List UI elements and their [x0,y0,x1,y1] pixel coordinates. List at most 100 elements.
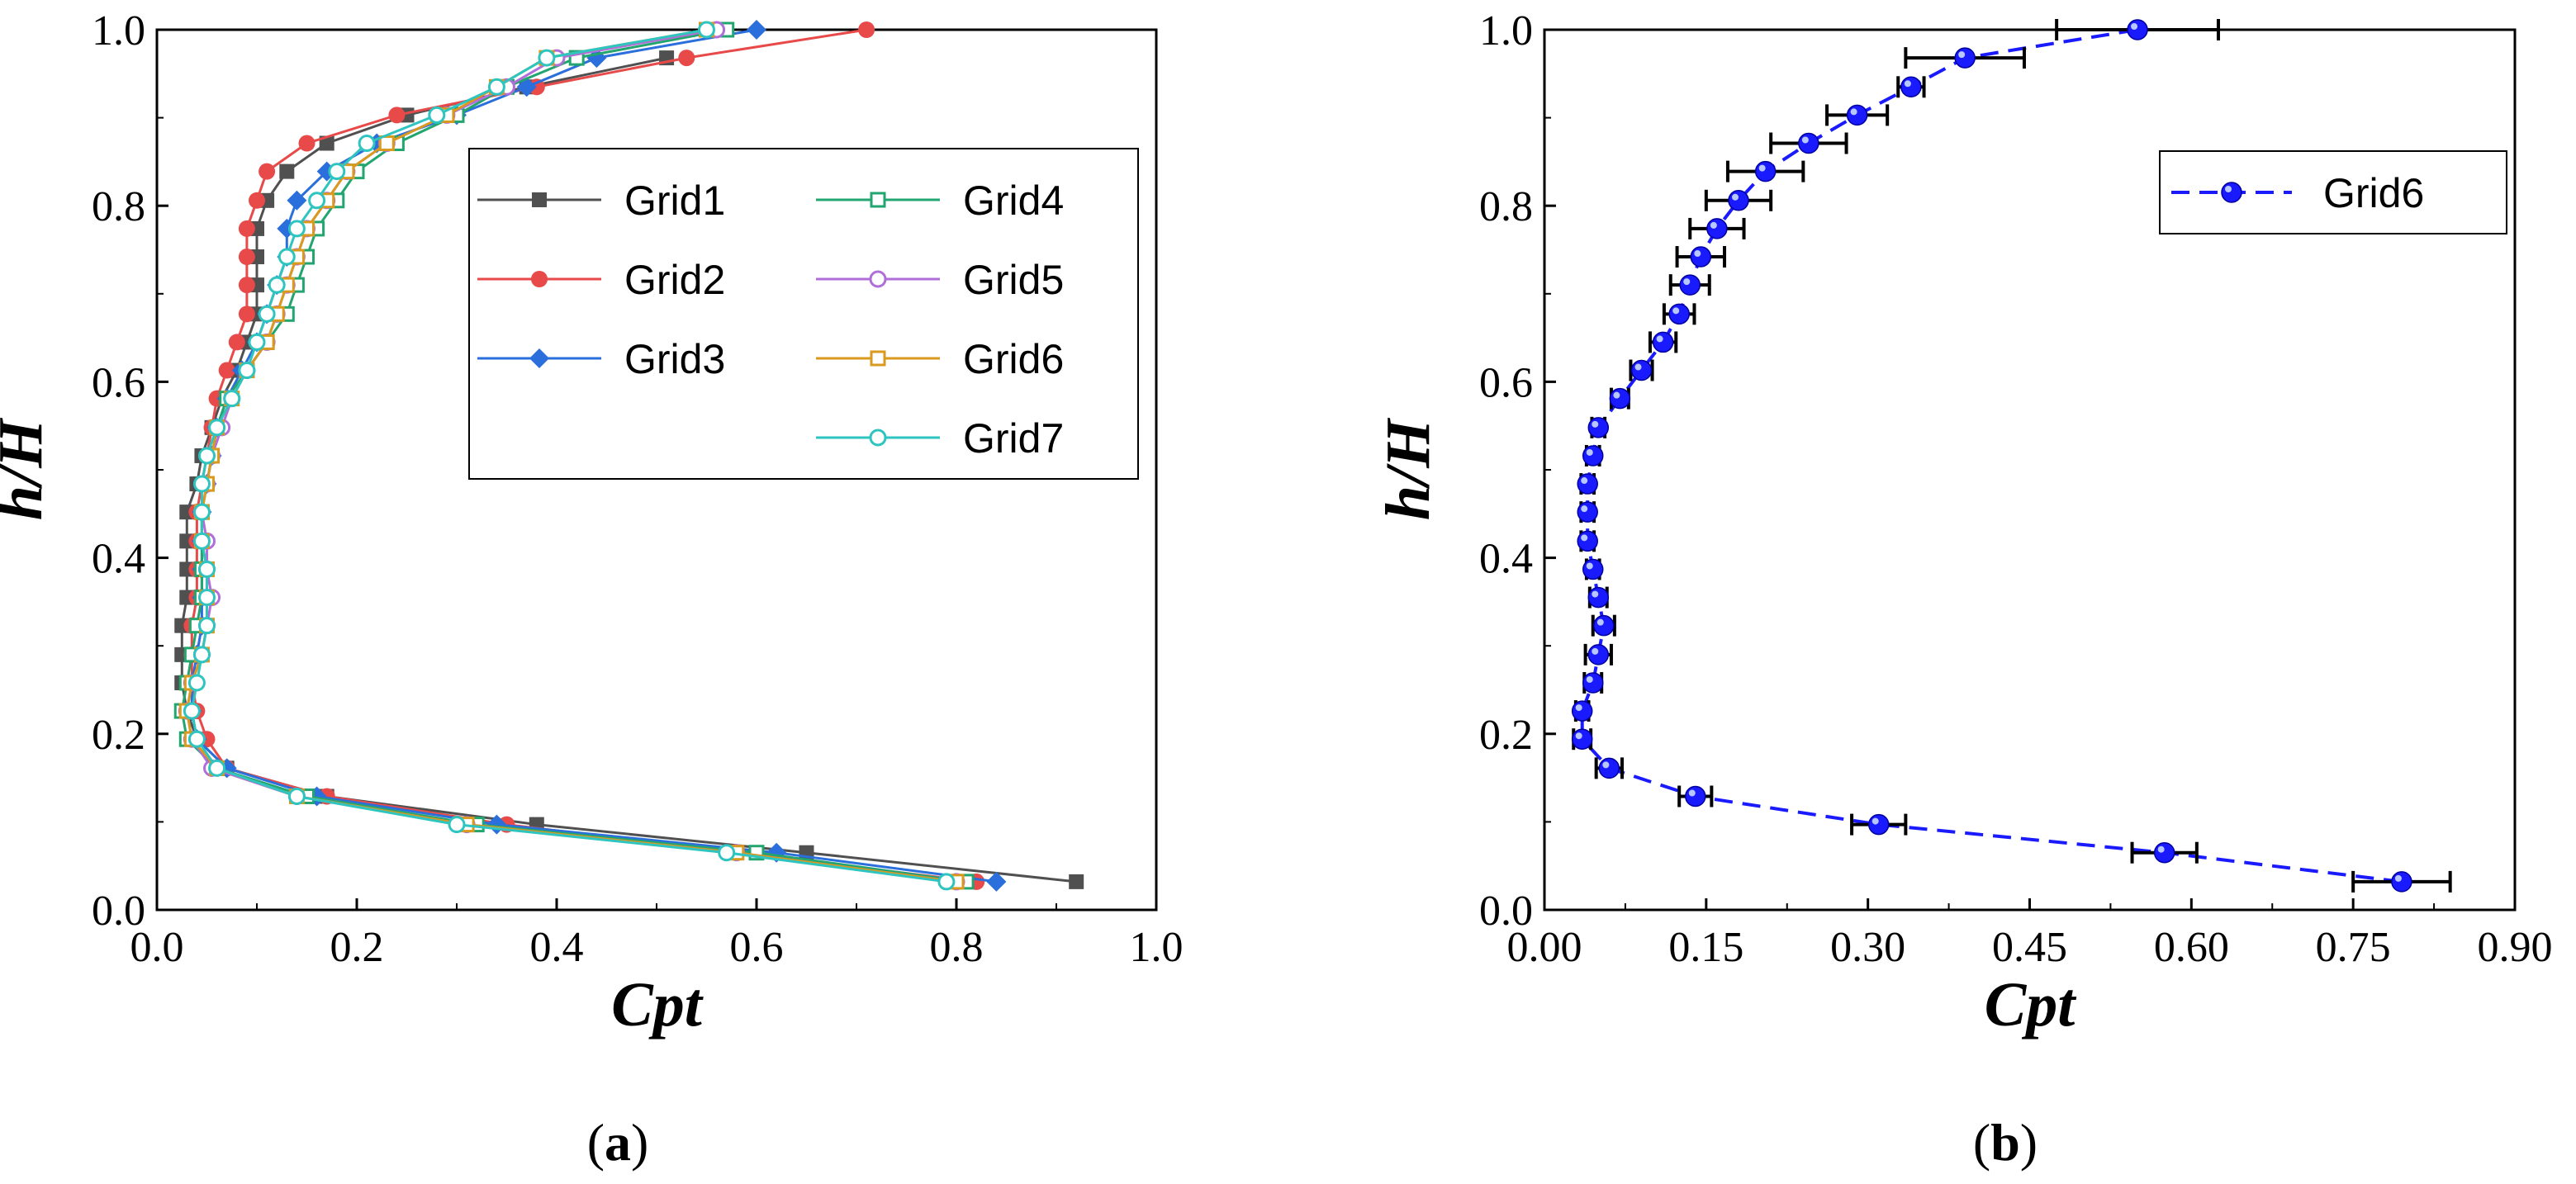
a-point-grid3 [287,190,307,211]
a-point-grid7 [198,560,216,578]
a-point-grid7 [192,532,211,550]
a-point-grid2 [249,192,265,209]
b-point-highlight [1758,164,1766,172]
b-point-body [1609,387,1631,410]
panel-a: 0.0 0.2 0.4 0.6 0.8 1.0 0.0 0.2 0.4 0.6 0.8 1.0 Cpt h… [0,7,1184,1172]
b-xtick-label: 0.90 [2478,924,2553,971]
a-ytick-label: 0.6 [92,359,145,406]
a-point-grid2 [238,249,255,266]
a-point-grid7 [187,674,206,692]
a-point-grid2 [228,334,245,351]
a-xtick-label: 1.0 [1130,924,1184,971]
a-point-grid2 [238,305,255,323]
a-legend-marker [531,271,548,287]
b-point-body [1571,728,1593,750]
a-point-grid2 [298,135,315,152]
a-legend-item-grid7: Grid7 [816,415,1064,462]
b-point-highlight [1592,590,1599,598]
b-point-highlight [1710,221,1717,229]
a-legend-item-grid2: Grid2 [477,257,725,303]
b-point-highlight [1688,789,1696,797]
a-point-grid7 [208,419,226,437]
b-point [1798,132,1819,154]
a-legend-item-grid6: Grid6 [816,336,1064,382]
b-point-body [1900,76,1922,98]
a-legend-label: Grid2 [624,257,725,303]
a-point-grid7 [198,447,216,465]
b-point [1587,417,1610,438]
b-point-highlight [1586,562,1593,570]
b-point-body [2153,841,2175,864]
a-point-grid7 [278,248,296,266]
a-xtick-label: 0.2 [330,924,384,971]
b-xlabel: Cpt [1985,970,2078,1040]
a-point-grid2 [218,362,235,379]
a-xtick-label: 0.0 [130,924,184,971]
b-point-highlight [1683,278,1691,286]
b-point-highlight [1575,704,1582,712]
b-point-body [1954,47,1976,69]
b-point-body [1587,644,1610,665]
a-ytick-label: 0.8 [92,183,145,230]
b-point [1668,303,1690,325]
b-point [1571,700,1593,722]
a-point-grid7 [718,844,736,862]
a-point-grid2 [238,220,255,237]
panel-b-plot: 0.00 0.15 0.30 0.45 0.60 0.75 0.90 0.0 0.2 0.4 0.6… [1373,7,2553,1040]
a-legend-box [468,148,1139,480]
a-xlabel: Cpt [611,970,704,1040]
a-point-grid7 [183,702,201,720]
b-series-grid6 [1571,19,2452,893]
b-point [1728,190,1749,211]
b-point-body [1587,417,1610,438]
a-point-grid7 [328,163,346,181]
b-legend-marker [2221,182,2242,203]
a-legend-marker [869,270,887,288]
b-point-body [1630,359,1653,381]
b-point [2391,871,2412,893]
b-xtick-label: 0.45 [1992,924,2067,971]
a-point-grid7 [248,333,266,351]
b-point-body [1582,445,1604,466]
a-legend-marker [870,350,886,367]
b-ylabel: h/H [1373,417,1443,520]
b-point-highlight [1592,420,1599,428]
a-point-grid7 [698,21,715,39]
a-point-grid7 [192,646,211,664]
a-point-grid6 [378,135,395,152]
a-legend-label: Grid4 [963,178,1064,224]
a-point-grid7 [428,106,446,124]
b-point-body [1706,218,1728,239]
b-point-highlight [1732,193,1739,201]
a-point-grid7 [268,276,286,294]
b-xtick-label: 0.75 [2316,924,2391,971]
b-point-highlight [1596,618,1604,626]
b-point-highlight [1586,448,1593,456]
b-point-highlight [1581,534,1588,542]
a-legend-item-grid4: Grid4 [816,178,1064,224]
a-point-grid1 [1069,874,1084,889]
b-point [2153,841,2175,864]
a-legend-label: Grid1 [624,178,725,224]
b-point-highlight [1958,51,1966,59]
b-point-body [1728,190,1749,211]
b-point-body [1798,132,1819,154]
b-point [1754,160,1777,182]
a-legend-item-grid1: Grid1 [477,178,725,224]
a-point-grid7 [258,305,276,323]
b-point-body [1593,614,1615,637]
a-legend-label: Grid5 [963,257,1064,303]
b-point [1598,757,1620,779]
b-point-highlight [1850,108,1857,116]
b-point-body [1668,303,1690,325]
a-point-grid1 [319,135,334,151]
a-legend-item-grid3: Grid3 [477,336,725,382]
b-xtick-label: 0.60 [2154,924,2229,971]
a-point-grid7 [187,730,206,748]
a-legend: Grid1 Grid2 Grid3 Grid4 Grid5 Grid6 Grid7 [468,148,1139,480]
b-point [1846,104,1868,126]
b-point [1577,530,1598,552]
b-point-body [1652,331,1674,353]
b-point-body [1846,104,1868,126]
b-point-highlight [1656,335,1663,343]
